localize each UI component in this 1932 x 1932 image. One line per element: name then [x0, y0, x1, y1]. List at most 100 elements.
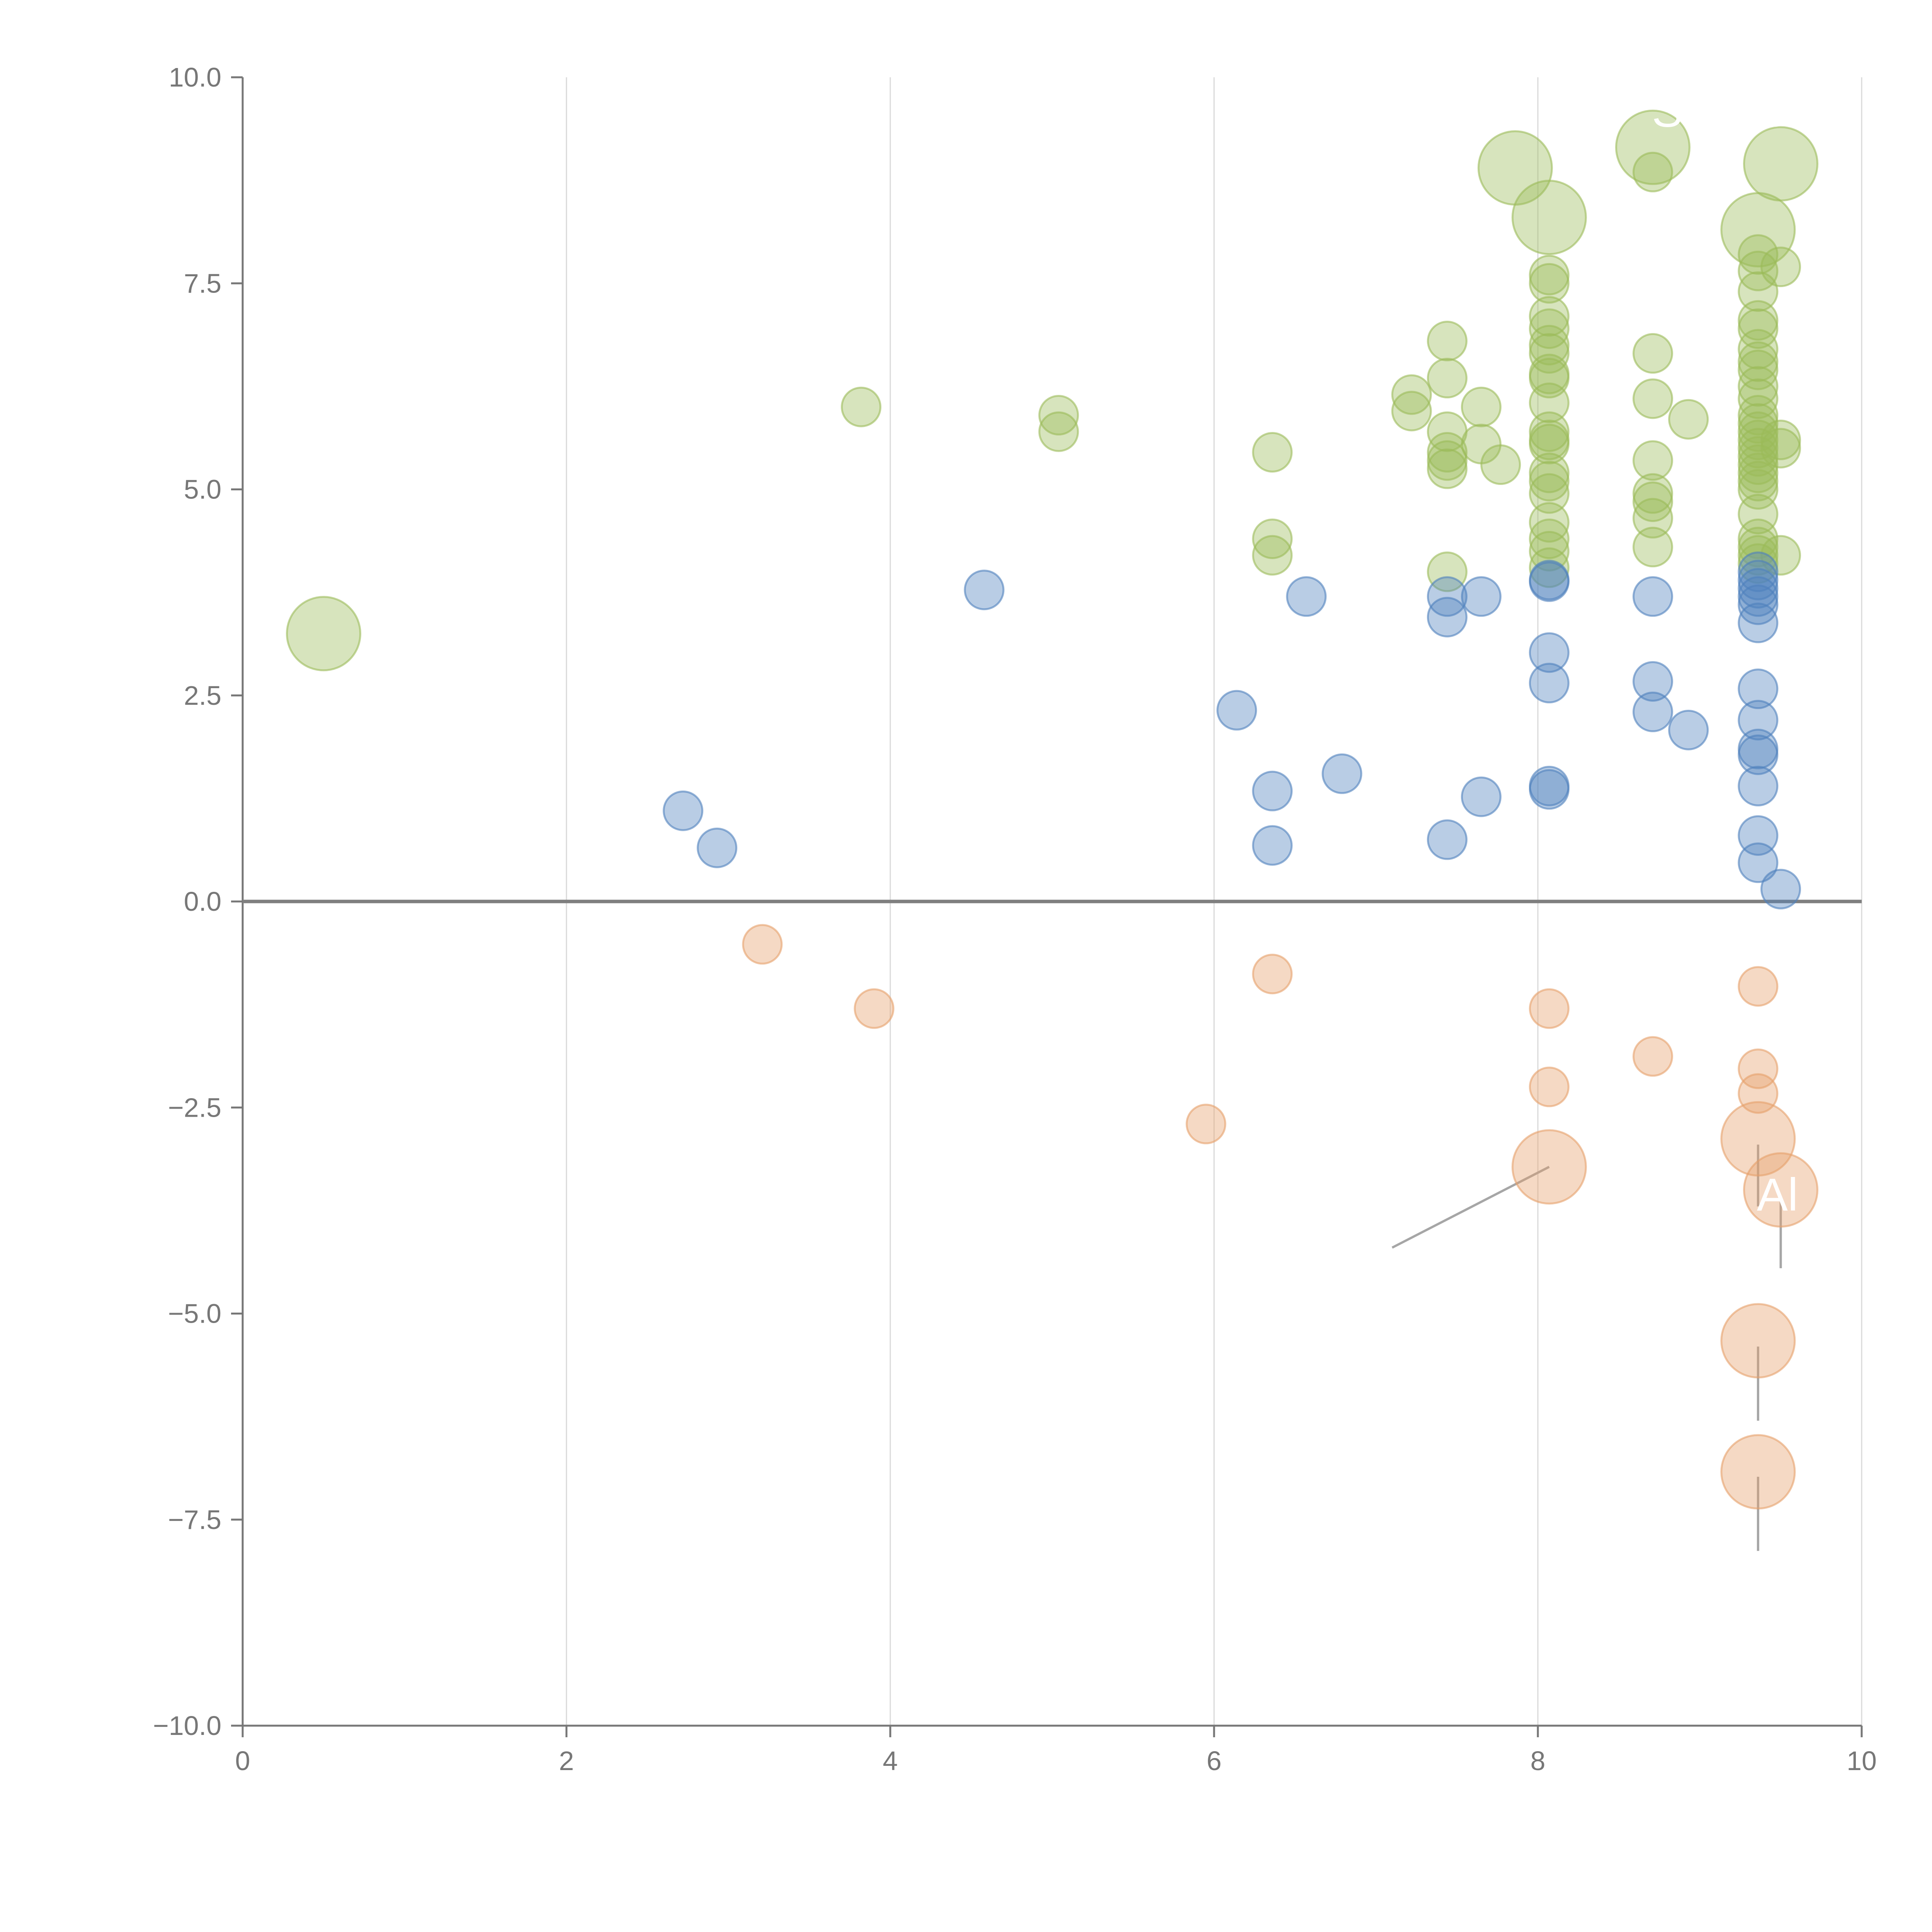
green-data-point	[1668, 399, 1709, 440]
blue-data-point	[1738, 551, 1779, 592]
green-data-point	[1738, 543, 1779, 584]
green-data-point	[1738, 300, 1779, 341]
green-data-point	[1461, 386, 1502, 427]
orange-data-point	[1529, 988, 1570, 1029]
green-data-point	[1529, 502, 1570, 543]
leader-line	[1391, 1166, 1550, 1249]
blue-data-point	[1668, 709, 1709, 750]
x-tick-label: 2	[559, 1746, 574, 1776]
blue-data-point	[1738, 568, 1779, 609]
blue-data-point	[1461, 576, 1502, 617]
green-data-point	[1427, 321, 1468, 362]
green-data-point	[1738, 469, 1779, 510]
green-data-point	[1760, 247, 1801, 287]
orange-data-point	[1738, 966, 1779, 1007]
green-data-point	[1427, 432, 1468, 473]
green-data-point	[1529, 383, 1570, 423]
green-data-point	[1738, 378, 1779, 419]
green-data-point	[1738, 436, 1779, 477]
y-tick-label: 10.0	[169, 62, 221, 92]
green-data-point	[1529, 518, 1570, 559]
blue-data-point	[1427, 819, 1468, 860]
blue-data-point	[663, 790, 704, 831]
y-tick-label: 7.5	[184, 268, 221, 298]
blue-data-point	[1632, 576, 1673, 617]
orange-data-point	[1738, 1048, 1779, 1089]
green-data-point	[1252, 432, 1293, 473]
axis-layer: 0 2 4 6 8 10 −10.0 −7.5 −5.0 −2.5 0.0 2.5 5.0 7.5 10.0	[153, 62, 1877, 1776]
orange-data-point	[1632, 1036, 1673, 1077]
points-layer	[286, 109, 1818, 1510]
green-data-point	[1427, 440, 1468, 481]
green-data-point	[286, 596, 361, 672]
green-data-point	[1738, 329, 1779, 370]
green-data-point	[1511, 180, 1587, 255]
blue-data-point	[1738, 700, 1779, 741]
green-data-point	[1738, 341, 1779, 382]
blue-data-point	[1529, 561, 1570, 602]
green-data-point	[1529, 255, 1570, 296]
green-data-point	[1529, 547, 1570, 588]
green-data-point	[1738, 461, 1779, 502]
y-tick-label: −5.0	[168, 1299, 221, 1329]
y-tick-label: −10.0	[153, 1711, 221, 1741]
green-data-point	[1738, 428, 1779, 469]
orange-data-point	[1252, 954, 1293, 995]
green-data-point	[1252, 518, 1293, 559]
green-data-point	[1529, 473, 1570, 514]
green-data-point	[1738, 535, 1779, 576]
orange-data-point	[742, 924, 783, 965]
green-data-point	[1529, 263, 1570, 304]
green-data-point	[1529, 452, 1570, 493]
green-data-point	[1738, 518, 1779, 559]
point-label: Al	[1757, 1169, 1798, 1221]
x-tick-label: 6	[1207, 1746, 1222, 1776]
blue-data-point	[1321, 753, 1362, 794]
green-data-point	[1738, 366, 1779, 407]
annotation-layer: S B Al	[1652, 85, 1798, 1221]
green-data-point	[1529, 531, 1570, 571]
x-tick-label: 4	[883, 1746, 898, 1776]
green-data-point	[1529, 296, 1570, 337]
y-tick-label: −2.5	[168, 1092, 221, 1122]
blue-data-point	[1738, 584, 1779, 625]
point-label: B	[1757, 85, 1788, 137]
blue-data-point	[1529, 769, 1570, 810]
green-data-point	[1391, 391, 1432, 432]
green-data-point	[1738, 493, 1779, 534]
blue-data-point	[1216, 690, 1257, 731]
orange-data-point	[854, 988, 895, 1029]
blue-data-point	[1529, 632, 1570, 673]
orange-data-point	[1511, 1129, 1587, 1205]
blue-data-point	[1529, 663, 1570, 704]
blue-data-point	[1427, 597, 1468, 638]
green-data-point	[1632, 498, 1673, 539]
green-data-point	[1632, 333, 1673, 374]
x-tick-label: 8	[1531, 1746, 1546, 1776]
green-data-point	[1427, 358, 1468, 399]
green-data-point	[1760, 428, 1801, 469]
green-data-point	[1427, 551, 1468, 592]
green-data-point	[1252, 535, 1293, 576]
green-data-point	[1738, 308, 1779, 349]
orange-data-point	[1720, 1101, 1796, 1177]
blue-data-point	[1738, 668, 1779, 709]
green-data-point	[1738, 411, 1779, 452]
orange-data-point	[1720, 1303, 1796, 1379]
blue-data-point	[1632, 691, 1673, 732]
green-data-point	[841, 386, 882, 427]
orange-data-point	[1529, 1066, 1570, 1107]
blue-data-point	[1738, 560, 1779, 600]
green-data-point	[1529, 461, 1570, 502]
green-data-point	[1529, 308, 1570, 349]
green-data-point	[1632, 440, 1673, 481]
blue-data-point	[1252, 770, 1293, 811]
green-data-point	[1738, 234, 1779, 275]
green-data-point	[1632, 527, 1673, 568]
green-data-point	[1760, 420, 1801, 461]
green-data-point	[1743, 126, 1818, 202]
x-tick-label: 10	[1847, 1746, 1877, 1776]
green-data-point	[1632, 473, 1673, 514]
